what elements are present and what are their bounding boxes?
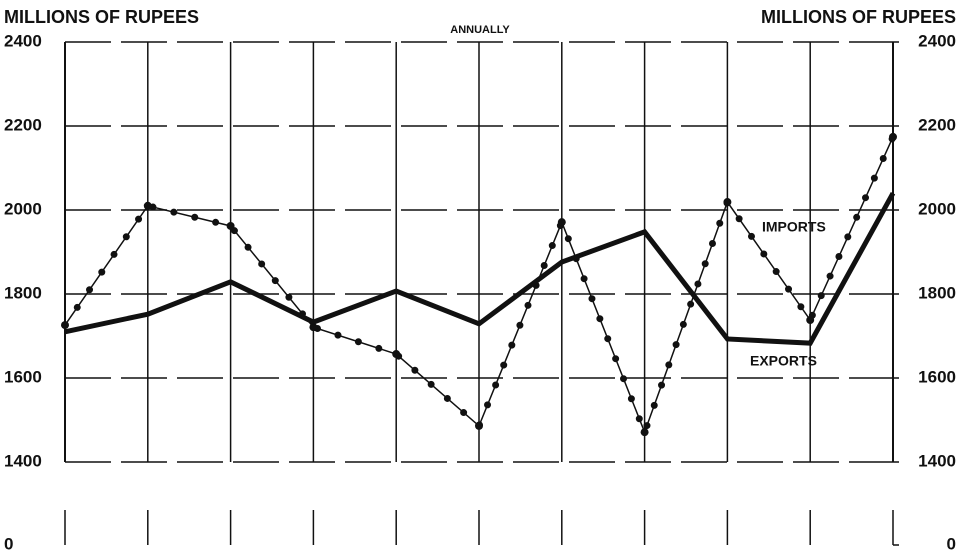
exports-line <box>64 191 896 346</box>
y2-tick-label: 1600 <box>918 367 956 386</box>
y-tick-label: 1800 <box>4 283 42 302</box>
y2-tick-label: 2400 <box>918 31 956 50</box>
chart-title: ANNUALLY <box>450 24 510 36</box>
imports-point <box>226 221 235 230</box>
imports-point <box>889 132 897 141</box>
y-tick-label: 2000 <box>4 199 42 218</box>
imports-point <box>557 218 566 227</box>
imports-point <box>392 350 401 359</box>
y2-tick-label: 1800 <box>918 283 956 302</box>
y-tick-label: 1400 <box>4 451 42 470</box>
y2-tick-label: 2200 <box>918 115 956 134</box>
imports-point <box>723 198 732 207</box>
series-label: IMPORTS <box>762 219 826 235</box>
y-tick-label: 2400 <box>4 31 42 50</box>
imports-point <box>61 321 69 330</box>
y-tick-label: 0 <box>4 534 13 553</box>
y-tick-label: 2200 <box>4 115 42 134</box>
y2-axis-label: MILLIONS OF RUPEES <box>761 7 956 27</box>
y2-tick-label: 0 <box>947 534 956 553</box>
imports-point <box>806 316 815 325</box>
y2-tick-label: 2000 <box>918 199 956 218</box>
imports-point <box>640 428 649 437</box>
y-axis-label: MILLIONS OF RUPEES <box>4 7 199 27</box>
series-label: EXPORTS <box>750 353 817 369</box>
imports-point <box>475 421 483 430</box>
y2-tick-label: 1400 <box>918 451 956 470</box>
y-tick-label: 1600 <box>4 367 42 386</box>
imports-point <box>309 323 318 332</box>
imports-point <box>143 201 152 210</box>
